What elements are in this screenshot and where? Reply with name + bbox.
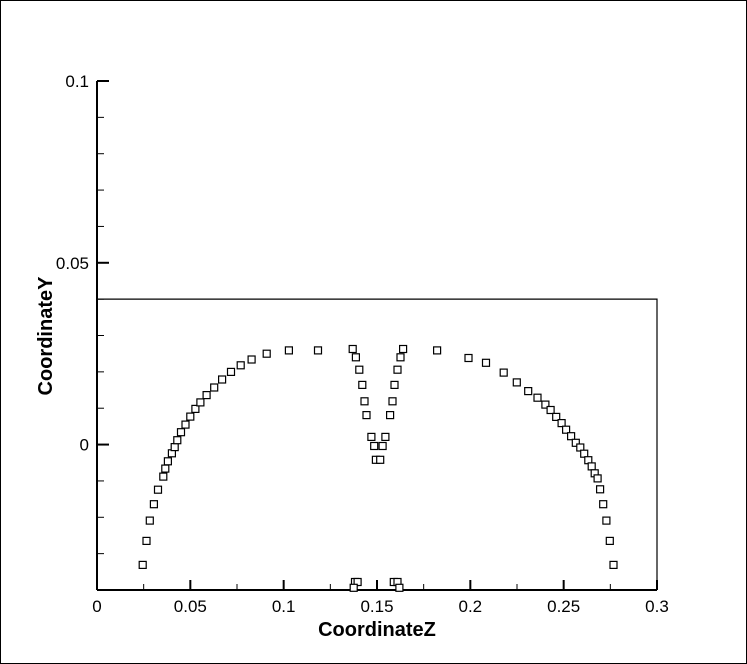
tick-marks — [96, 80, 658, 590]
data-point — [218, 375, 227, 384]
data-point — [348, 344, 357, 354]
data-point — [149, 500, 158, 509]
y-tick-label: 0.1 — [65, 72, 89, 91]
data-point — [176, 428, 186, 437]
data-point — [351, 353, 360, 362]
data-point — [587, 462, 596, 471]
data-point — [367, 432, 376, 441]
y-tick-label: 0.05 — [56, 254, 89, 273]
data-point — [186, 412, 195, 421]
data-point — [388, 397, 397, 406]
data-point — [196, 398, 205, 407]
tick-labels: 0 0.05 0.1 0.15 0.2 0.25 0.3 0 0.05 0.1 — [56, 72, 669, 616]
x-tick-label: 0.1 — [272, 597, 296, 616]
data-point — [546, 405, 555, 415]
data-point — [145, 516, 154, 525]
data-point — [159, 472, 168, 481]
y-axis-title: CoordinateY — [35, 276, 57, 396]
data-point — [386, 411, 395, 420]
boundary-line — [97, 298, 658, 590]
data-point — [142, 536, 151, 546]
data-point — [605, 536, 614, 546]
data-point — [191, 404, 200, 413]
data-point — [226, 367, 236, 376]
data-point — [153, 485, 163, 494]
data-point — [360, 397, 369, 406]
data-markers — [138, 344, 618, 592]
data-point — [210, 383, 219, 392]
data-point — [313, 346, 323, 355]
data-point — [138, 560, 147, 570]
data-point — [524, 387, 533, 396]
x-tick-label: 0.3 — [645, 597, 669, 616]
data-point — [595, 485, 605, 494]
data-point — [561, 425, 571, 434]
data-point — [393, 365, 402, 374]
data-point — [163, 457, 172, 466]
axes — [96, 81, 657, 591]
data-point — [541, 400, 550, 409]
data-point — [481, 358, 491, 367]
data-point — [552, 412, 561, 421]
data-point — [533, 393, 542, 402]
data-point — [464, 353, 473, 363]
x-tick-label: 0.15 — [360, 597, 393, 616]
data-point — [236, 361, 245, 370]
x-tick-label: 0.2 — [459, 597, 483, 616]
data-point — [284, 346, 293, 355]
data-point — [202, 391, 211, 400]
data-point — [396, 353, 405, 362]
data-point — [362, 411, 371, 420]
data-point — [355, 365, 364, 374]
data-point — [593, 474, 602, 483]
x-tick-label: 0.25 — [547, 597, 580, 616]
data-point — [378, 441, 387, 451]
x-tick-label: 0 — [92, 597, 101, 616]
data-point — [571, 438, 580, 447]
x-axis-title: CoordinateZ — [318, 619, 436, 641]
data-point — [181, 420, 190, 429]
data-point — [161, 464, 170, 473]
data-point — [499, 368, 508, 377]
data-point — [566, 432, 576, 441]
data-point — [512, 378, 521, 387]
data-point — [399, 344, 408, 354]
data-point — [170, 443, 179, 452]
data-point — [349, 583, 358, 592]
data-point — [390, 380, 399, 389]
data-point — [395, 583, 404, 592]
data-point — [358, 380, 367, 389]
data-point — [557, 419, 566, 428]
data-point — [262, 349, 271, 358]
y-tick-label: 0 — [80, 436, 89, 455]
data-point — [173, 436, 182, 445]
data-point — [247, 355, 256, 364]
data-point — [599, 500, 608, 509]
data-point — [381, 432, 390, 441]
domain-boundary — [97, 298, 658, 590]
data-point — [376, 455, 385, 464]
data-point — [602, 516, 611, 525]
data-point — [370, 441, 379, 451]
data-point — [609, 560, 618, 570]
x-tick-label: 0.05 — [174, 597, 207, 616]
data-point — [433, 346, 442, 355]
